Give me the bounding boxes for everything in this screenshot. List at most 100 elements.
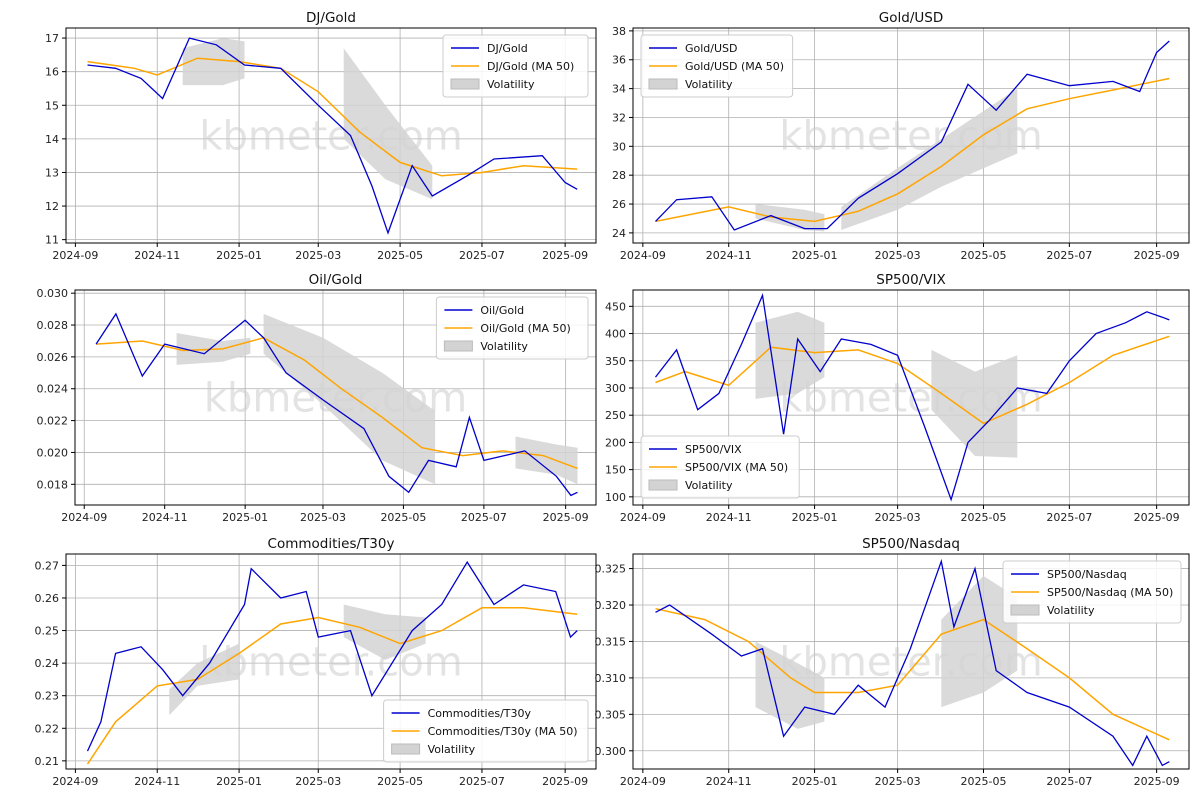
legend: SP500/VIX SP500/VIX (MA 50) Volatility — [640, 435, 800, 499]
volatility-band — [343, 604, 426, 660]
volatility-band — [169, 643, 240, 716]
x-tick-label: 2025-01 — [222, 511, 268, 524]
legend: Commodities/T30y Commodities/T30y (MA 50)… — [383, 699, 589, 763]
y-tick-label: 13 — [45, 166, 59, 179]
y-tick-label: 100 — [605, 491, 626, 504]
volatility-band — [755, 204, 825, 232]
chart-title: Commodities/T30y — [268, 536, 395, 552]
series-line — [654, 293, 1170, 502]
volatility-band — [263, 313, 436, 485]
chart-title: DJ/Gold — [306, 10, 356, 26]
legend-box — [640, 435, 800, 499]
y-tick-label: 150 — [605, 464, 626, 477]
x-tick-label: 2025-03 — [875, 511, 921, 524]
panel-0: DJ/Gold 2024-09 2024-11 2025-01 2025-03 2025-… — [45, 10, 597, 262]
x-tick-label: 2024-09 — [52, 249, 98, 262]
legend-box — [435, 296, 589, 360]
volatility-band — [755, 311, 825, 399]
series-line — [95, 312, 578, 497]
y-tick-label: 0.018 — [37, 478, 69, 491]
x-tick-label: 2025-01 — [216, 249, 262, 262]
chart-title: SP500/Nasdaq — [862, 536, 960, 552]
legend-box — [1002, 560, 1182, 624]
x-tick-label: 2025-07 — [1046, 775, 1092, 788]
y-tick-label: 0.24 — [35, 657, 60, 670]
y-tick-label: 200 — [605, 436, 626, 449]
panel-1: Gold/USD 2024-09 2024-11 2025-01 2025-03 2025… — [612, 10, 1190, 262]
legend-swatch-volatility — [648, 78, 678, 90]
x-tick-label: 2024-09 — [620, 511, 666, 524]
x-tick-label: 2024-11 — [706, 249, 752, 262]
legend-label: Volatility — [480, 340, 528, 353]
y-tick-label: 11 — [45, 234, 59, 247]
x-tick-label: 2025-05 — [377, 249, 423, 262]
y-tick-label: 0.020 — [37, 446, 69, 459]
volatility-band — [841, 88, 1018, 230]
plot-frame — [632, 27, 1190, 244]
volatility-band — [515, 436, 578, 485]
x-tick-label: 2025-03 — [875, 249, 921, 262]
y-tick-label: 0.022 — [37, 415, 69, 428]
legend-box — [383, 699, 589, 763]
y-tick-label: 0.320 — [595, 599, 627, 612]
y-tick-label: 0.26 — [35, 592, 60, 605]
panel-5: SP500/Nasdaq 2024-09 2024-11 2025-01 2025-03… — [595, 536, 1190, 788]
x-tick-label: 2025-01 — [792, 775, 838, 788]
legend-label: Commodities/T30y — [428, 707, 532, 720]
legend-label: SP500/VIX — [685, 443, 742, 456]
legend-label: Oil/Gold — [480, 304, 524, 317]
x-tick-label: 2025-05 — [380, 511, 426, 524]
plot-frame — [65, 27, 597, 244]
y-tick-label: 38 — [612, 25, 626, 38]
legend-swatch-volatility — [648, 479, 678, 491]
x-tick-label: 2025-07 — [1046, 511, 1092, 524]
ma-line — [655, 77, 1170, 223]
series-line — [655, 40, 1170, 231]
x-tick-label: 2025-05 — [961, 511, 1007, 524]
chart-title: Gold/USD — [879, 10, 943, 26]
ma-line — [86, 607, 578, 765]
y-tick-label: 0.27 — [35, 559, 60, 572]
legend-label: Volatility — [685, 479, 733, 492]
watermark: kbmeter.com — [199, 114, 462, 160]
y-tick-label: 300 — [605, 382, 626, 395]
legend: Gold/USD Gold/USD (MA 50) Volatility — [640, 34, 794, 98]
x-tick-label: 2025-09 — [542, 249, 588, 262]
x-tick-label: 2025-03 — [295, 249, 341, 262]
legend-label: Oil/Gold (MA 50) — [480, 322, 570, 335]
y-tick-label: 0.026 — [37, 351, 69, 364]
volatility-band — [931, 349, 1018, 458]
panel-4: Commodities/T30y 2024-09 2024-11 2025-01 202… — [35, 536, 597, 788]
plot-frame — [65, 553, 597, 770]
x-tick-label: 2025-07 — [459, 249, 505, 262]
legend-box — [640, 34, 794, 98]
legend-swatch-volatility — [450, 78, 480, 90]
y-tick-label: 0.024 — [37, 383, 69, 396]
legend-label: Volatility — [1047, 604, 1095, 617]
series-line — [655, 558, 1170, 767]
x-tick-label: 2025-09 — [543, 511, 589, 524]
x-tick-label: 2024-09 — [52, 775, 98, 788]
x-tick-label: 2024-11 — [134, 775, 180, 788]
legend-label: SP500/Nasdaq — [1047, 568, 1127, 581]
y-tick-label: 350 — [605, 355, 626, 368]
x-tick-label: 2024-11 — [142, 511, 188, 524]
volatility-band — [343, 48, 433, 200]
y-tick-label: 16 — [45, 66, 59, 79]
x-tick-label: 2024-09 — [620, 249, 666, 262]
legend: Oil/Gold Oil/Gold (MA 50) Volatility — [435, 296, 589, 360]
legend-label: Gold/USD (MA 50) — [685, 60, 784, 73]
legend-label: Gold/USD — [685, 42, 738, 55]
legend-label: Commodities/T30y (MA 50) — [428, 725, 578, 738]
x-tick-label: 2025-05 — [377, 775, 423, 788]
y-tick-label: 450 — [605, 300, 626, 313]
x-tick-label: 2025-03 — [295, 775, 341, 788]
x-tick-label: 2025-09 — [1134, 511, 1180, 524]
ma-line — [96, 336, 578, 470]
y-tick-label: 15 — [45, 99, 59, 112]
y-tick-label: 0.21 — [35, 755, 60, 768]
y-tick-label: 26 — [612, 198, 626, 211]
ma-line — [87, 57, 578, 177]
series-line — [87, 37, 578, 235]
